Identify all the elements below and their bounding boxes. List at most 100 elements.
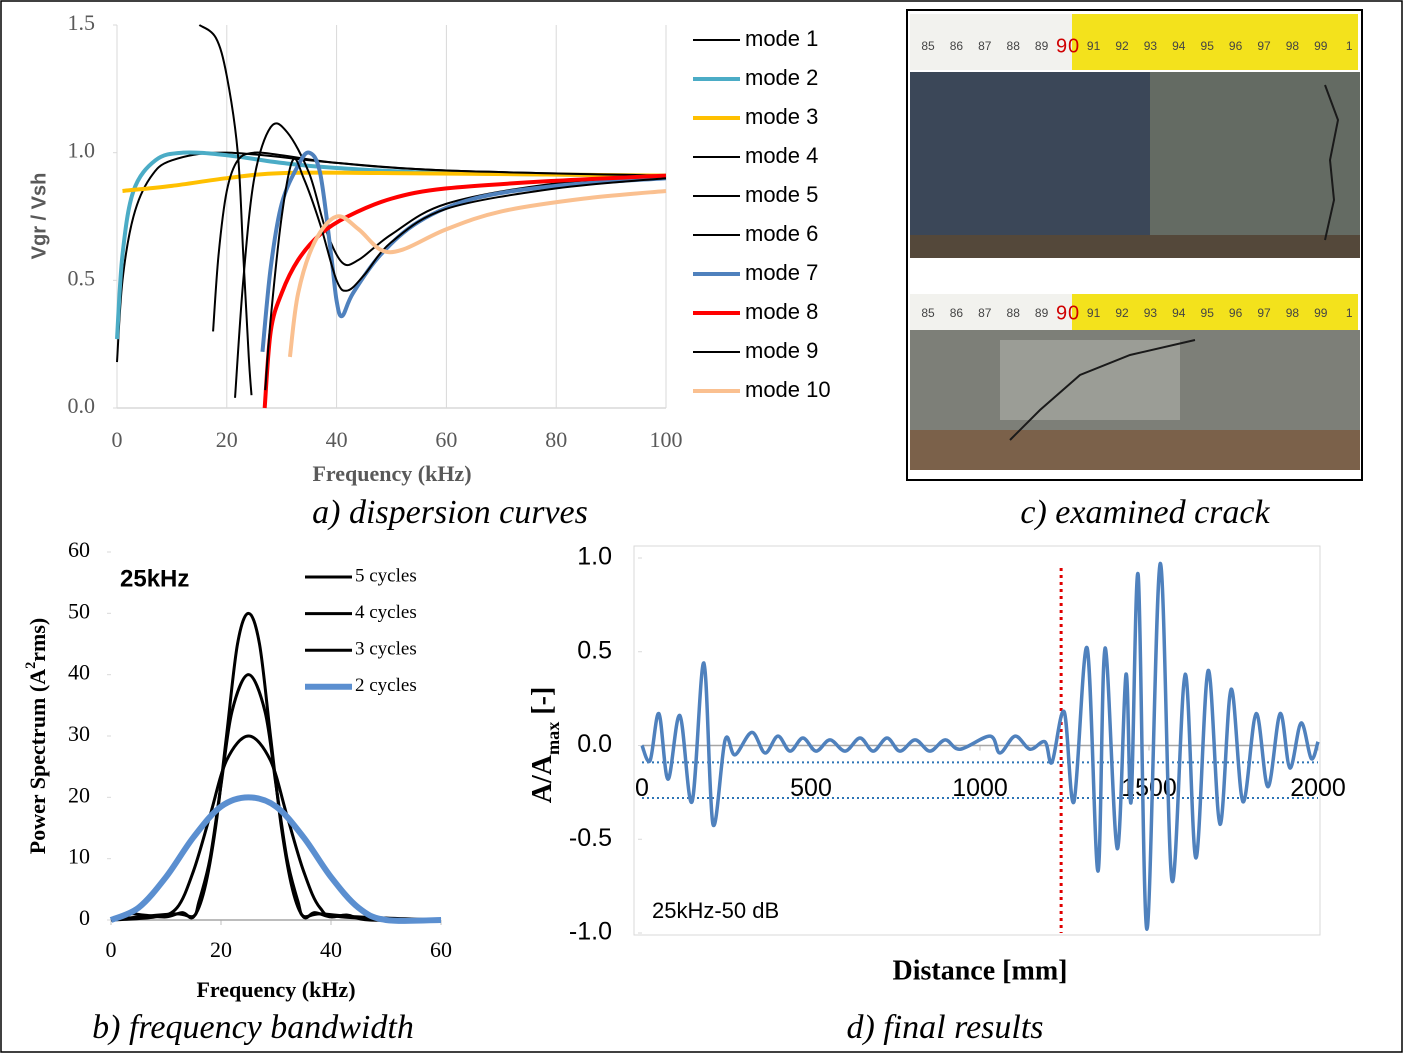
panel: -1.0-0.50.00.51.00 500 1000 1500 2000Distanc… [527, 543, 1345, 1046]
ruler-label: 93 [1144, 39, 1158, 53]
y-tick-label: 0.0 [68, 393, 96, 418]
ruler-label: 91 [1087, 306, 1101, 320]
caption: d) final results [846, 1009, 1043, 1046]
y-axis-title: Power Spectrum (A2rms) [23, 618, 50, 854]
x-tick-label: 0 [635, 774, 649, 802]
ruler-label: 88 [1007, 39, 1021, 53]
panel: 0.0 0.5 1.0 1.5 0 20 40 60 80 100 mode 1 mode 2 mode… [28, 10, 830, 531]
annotation: 25kHz [120, 565, 189, 592]
x-axis-title: Frequency (kHz) [312, 461, 471, 486]
y-tick-label: 0.5 [577, 636, 612, 664]
y-axis-title: A/Amax [-] [527, 687, 563, 804]
rail-top-light [1150, 72, 1360, 258]
legend-label: mode 9 [745, 338, 818, 363]
x-tick-label: 1000 [952, 774, 1008, 802]
y-tick-label: 10 [68, 844, 90, 869]
y-tick-label: 0.0 [577, 730, 612, 758]
series-line [110, 673, 442, 922]
series-line [122, 170, 667, 193]
ruler-yellow [1072, 14, 1358, 70]
ruler-label: 0 [1068, 35, 1079, 57]
x-tick-label: 40 [320, 937, 342, 962]
y-axis-title-part: max [543, 722, 563, 755]
legend-label: mode 6 [745, 221, 818, 246]
legend-label: mode 5 [745, 182, 818, 207]
ruler-label: 93 [1144, 306, 1158, 320]
series-line [109, 794, 442, 924]
series-line [264, 157, 667, 391]
caption: a) dispersion curves [312, 494, 588, 531]
ruler-label: 91 [1087, 39, 1101, 53]
y-tick-label: 30 [68, 721, 90, 746]
y-tick-label: 60 [68, 537, 90, 562]
ruler-label: 89 [1035, 39, 1049, 53]
y-axis-title-part: A/A [527, 754, 558, 803]
y-axis-title-part: Power Spectrum (A [25, 669, 50, 854]
ruler-label: 94 [1172, 306, 1186, 320]
x-tick-label: 60 [430, 937, 452, 962]
y-tick-label: -0.5 [569, 824, 612, 852]
rail-bottom-light [1000, 340, 1180, 420]
crack-bottom [1009, 339, 1196, 441]
y-tick-label: 50 [68, 598, 90, 623]
x-tick-label: 20 [210, 937, 232, 962]
y-tick-label: 40 [68, 660, 90, 685]
ruler-white [910, 294, 1072, 330]
y-axis-title-part: rms) [25, 618, 50, 662]
legend-label: mode 3 [745, 104, 818, 129]
series-line [640, 561, 1320, 932]
y-axis-title-part: [-] [527, 687, 558, 722]
crack-photo: 85 86 87 88 89 9 0 91 92 93 94 95 96 97 98 99 185 86 87 88 8… [906, 9, 1363, 481]
ruler-label: 87 [978, 39, 992, 53]
ruler-label: 95 [1201, 306, 1215, 320]
annotation: 25kHz-50 dB [652, 898, 779, 923]
ruler-label: 97 [1257, 306, 1271, 320]
y-tick-label: 1.0 [577, 543, 612, 571]
caption: c) examined crack [1020, 494, 1270, 531]
ruler-yellow [1072, 294, 1358, 330]
x-axis-title: Distance [mm] [893, 955, 1068, 986]
y-tick-label: 0.5 [68, 265, 96, 290]
rail-top-edge [910, 235, 1360, 258]
ruler-label: 94 [1172, 39, 1186, 53]
ruler-label: 96 [1229, 39, 1243, 53]
x-axis-title: Frequency (kHz) [196, 977, 355, 1002]
y-tick-label: -1.0 [569, 918, 612, 946]
legend-label: mode 1 [745, 26, 818, 51]
legend-label: mode 8 [745, 299, 818, 324]
caption: b) frequency bandwidth [92, 1009, 414, 1046]
series-line [212, 151, 667, 332]
panel: 0 10 20 30 40 50 60 0 20 40 60 5 cycles 4 cycles 3 cy… [23, 537, 452, 1046]
series-line [198, 24, 253, 396]
ruler-label: 92 [1115, 306, 1129, 320]
legend-label: mode 2 [745, 65, 818, 90]
legend-label: 3 cycles [355, 639, 417, 660]
legend-label: 5 cycles [355, 565, 417, 586]
ruler-label: 98 [1286, 306, 1300, 320]
y-axis-title-part: 2 [23, 662, 39, 669]
ruler-label: 99 [1314, 39, 1328, 53]
plot-frame [633, 545, 1321, 936]
x-tick-label: 40 [326, 427, 348, 452]
ruler-label: 98 [1286, 39, 1300, 53]
y-tick-label: 20 [68, 782, 90, 807]
ruler-label: 96 [1229, 306, 1243, 320]
y-tick-label: 0 [79, 905, 90, 930]
ruler-label: 1 [1346, 306, 1353, 320]
legend-label: 4 cycles [355, 602, 417, 623]
ruler-label: 0 [1068, 302, 1079, 324]
legend-label: mode 7 [745, 260, 818, 285]
ruler-label: 85 [921, 306, 935, 320]
ruler-label: 89 [1035, 306, 1049, 320]
ruler-label: 85 [921, 39, 935, 53]
x-tick-label: 100 [650, 427, 683, 452]
ruler-label: 95 [1201, 39, 1215, 53]
legend-label: mode 4 [745, 143, 818, 168]
x-tick-label: 20 [216, 427, 238, 452]
series-line [262, 173, 667, 409]
ruler-label: 86 [950, 39, 964, 53]
x-tick-label: 500 [790, 774, 832, 802]
legend-label: 2 cycles [355, 675, 417, 696]
